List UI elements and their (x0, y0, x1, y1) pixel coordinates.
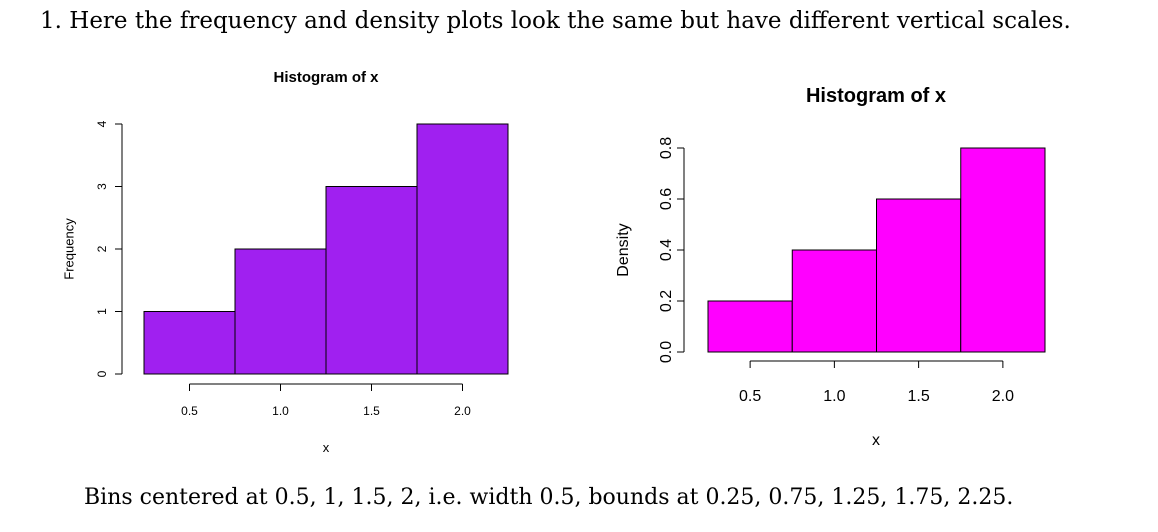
x-tick-label: 1.0 (272, 404, 289, 418)
x-axis-label: x (872, 432, 880, 449)
y-axis-label: Frequency (61, 218, 76, 280)
histogram-bar (143, 311, 236, 375)
histogram-bar (707, 300, 793, 353)
histogram-bar (416, 123, 509, 375)
x-tick-label: 1.5 (363, 404, 380, 418)
y-tick-label: 0.4 (658, 239, 675, 261)
chart-title: Histogram of x (806, 85, 946, 107)
y-tick-label: 0.6 (658, 188, 675, 210)
histogram-bar (791, 249, 877, 353)
histogram-bar (876, 198, 962, 353)
histogram-bar (325, 186, 418, 375)
chart-title: Histogram of x (273, 69, 379, 86)
x-tick-label: 0.5 (739, 388, 761, 405)
y-tick-label: 0 (95, 370, 109, 377)
y-axis-label: Density (615, 223, 632, 276)
caption-text: Bins centered at 0.5, 1, 1.5, 2, i.e. wi… (84, 485, 1014, 510)
y-tick-label: 4 (95, 120, 109, 127)
x-tick-label: 0.5 (181, 404, 198, 418)
x-tick-label: 1.5 (908, 388, 930, 405)
x-tick-label: 2.0 (992, 388, 1014, 405)
y-tick-label: 0.0 (658, 341, 675, 363)
x-tick-label: 2.0 (454, 404, 471, 418)
x-tick-label: 1.0 (823, 388, 845, 405)
y-tick-label: 0.8 (658, 137, 675, 159)
y-tick-label: 1 (95, 308, 109, 315)
y-tick-label: 3 (95, 183, 109, 190)
y-tick-label: 0.2 (658, 290, 675, 312)
y-tick-label: 2 (95, 245, 109, 252)
histogram-bar (960, 147, 1046, 353)
intro-text: 1. Here the frequency and density plots … (40, 8, 1071, 34)
x-axis-label: x (323, 440, 330, 455)
